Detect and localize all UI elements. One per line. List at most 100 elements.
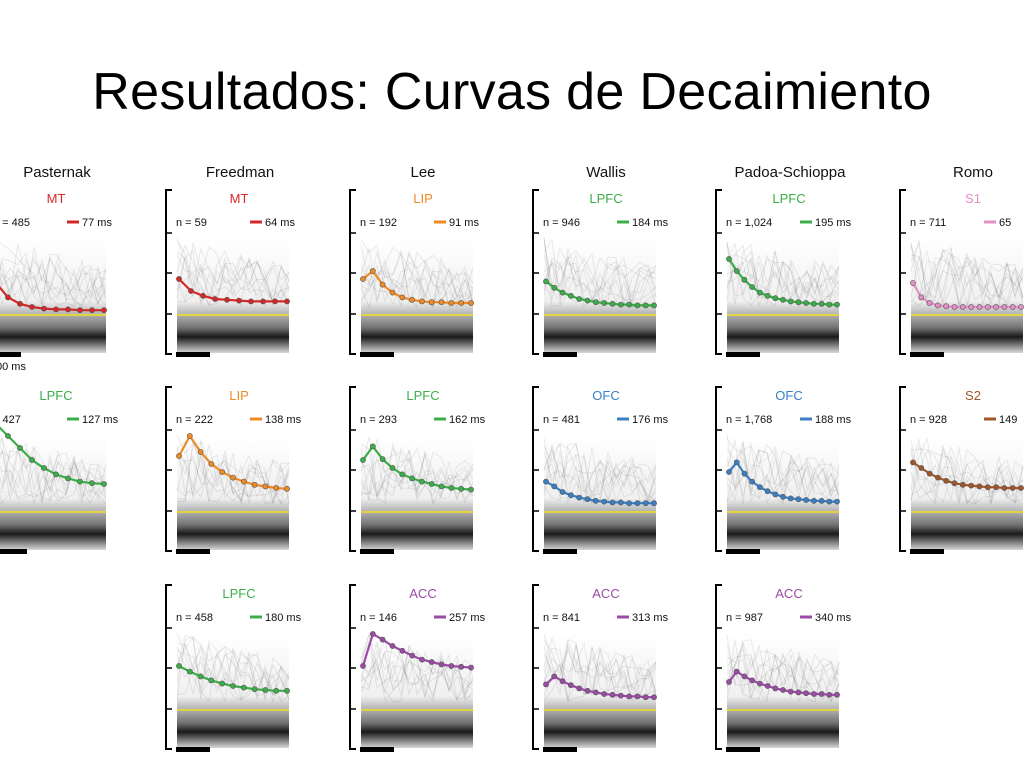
data-point bbox=[959, 481, 966, 488]
data-point bbox=[780, 687, 786, 693]
data-point bbox=[803, 300, 809, 306]
single-unit-trace bbox=[176, 240, 290, 303]
tau-label: 138 ms bbox=[265, 414, 302, 426]
n-label: n = 946 bbox=[543, 217, 580, 229]
data-point bbox=[834, 691, 840, 698]
data-point bbox=[926, 470, 933, 477]
data-point bbox=[959, 304, 966, 310]
single-unit-trace bbox=[726, 253, 840, 300]
single-unit-trace bbox=[726, 457, 840, 503]
single-unit-trace bbox=[176, 439, 290, 503]
trace-density bbox=[177, 238, 289, 353]
data-point bbox=[360, 276, 366, 282]
single-unit-trace bbox=[0, 449, 107, 505]
single-unit-trace bbox=[910, 448, 1024, 505]
data-point bbox=[251, 686, 258, 693]
data-point bbox=[609, 300, 616, 307]
author-label-padoa-schioppa: Padoa-Schioppa bbox=[734, 164, 846, 181]
panel-s2-11: S2 n = 928 149 bbox=[899, 386, 1024, 554]
data-point bbox=[251, 481, 258, 488]
data-point bbox=[369, 443, 376, 450]
single-unit-trace bbox=[0, 446, 107, 505]
n-label: n = 146 bbox=[360, 612, 397, 624]
single-unit-trace bbox=[726, 245, 840, 301]
data-point bbox=[576, 494, 583, 501]
single-unit-trace bbox=[0, 256, 107, 306]
area-label: S1 bbox=[965, 191, 981, 206]
single-unit-trace bbox=[360, 447, 474, 501]
single-unit-trace bbox=[360, 650, 474, 701]
data-point bbox=[5, 433, 11, 439]
data-point bbox=[726, 256, 732, 262]
data-point bbox=[468, 300, 474, 306]
single-unit-trace bbox=[910, 254, 1024, 308]
time-scale-bar bbox=[176, 352, 210, 357]
single-unit-trace bbox=[0, 255, 107, 307]
y-axis bbox=[349, 584, 356, 750]
data-point bbox=[1001, 485, 1008, 491]
single-unit-trace bbox=[910, 259, 1024, 308]
trace-density bbox=[0, 435, 106, 550]
data-point bbox=[651, 500, 657, 507]
data-point bbox=[834, 498, 840, 505]
single-unit-trace bbox=[726, 653, 840, 703]
data-point bbox=[41, 465, 47, 471]
time-scale-bar bbox=[543, 549, 577, 554]
y-axis bbox=[349, 189, 356, 355]
data-point bbox=[236, 297, 242, 304]
area-label: ACC bbox=[775, 586, 802, 601]
single-unit-trace bbox=[0, 247, 107, 307]
single-unit-trace bbox=[543, 450, 657, 502]
data-point bbox=[811, 300, 817, 307]
data-point bbox=[543, 681, 549, 688]
single-unit-trace bbox=[543, 638, 657, 700]
single-unit-trace bbox=[543, 254, 657, 309]
data-point bbox=[360, 457, 366, 463]
data-point bbox=[764, 488, 771, 495]
data-point bbox=[1009, 304, 1016, 310]
single-unit-trace bbox=[543, 643, 657, 701]
single-unit-trace bbox=[360, 641, 474, 699]
data-point bbox=[468, 664, 474, 671]
data-point bbox=[409, 296, 415, 303]
data-point bbox=[601, 300, 608, 306]
data-point bbox=[224, 296, 230, 303]
data-point bbox=[634, 693, 641, 700]
data-point bbox=[918, 465, 925, 471]
single-unit-trace bbox=[360, 259, 474, 309]
data-point bbox=[803, 497, 809, 503]
data-point bbox=[448, 300, 455, 306]
data-point bbox=[787, 495, 794, 502]
single-unit-trace bbox=[726, 640, 840, 701]
single-unit-trace bbox=[176, 250, 290, 303]
trace-density bbox=[177, 435, 289, 550]
single-unit-trace bbox=[726, 437, 840, 502]
single-unit-trace bbox=[176, 244, 290, 284]
data-point bbox=[757, 484, 763, 491]
single-unit-trace bbox=[360, 250, 474, 308]
data-point bbox=[409, 475, 415, 482]
single-unit-trace bbox=[726, 434, 840, 504]
data-point bbox=[601, 498, 608, 505]
data-point bbox=[617, 499, 624, 506]
n-label: n = 841 bbox=[543, 612, 580, 624]
single-unit-trace bbox=[543, 261, 657, 305]
single-unit-trace bbox=[910, 253, 1024, 308]
single-unit-trace bbox=[360, 457, 474, 498]
n-label: n = 59 bbox=[176, 217, 207, 229]
single-unit-trace bbox=[726, 647, 840, 699]
data-point bbox=[935, 302, 941, 309]
data-point bbox=[65, 306, 71, 313]
time-scale-bar bbox=[910, 352, 944, 357]
y-axis bbox=[165, 189, 172, 355]
single-unit-trace bbox=[543, 459, 657, 505]
single-unit-trace bbox=[726, 641, 840, 700]
single-unit-trace bbox=[543, 645, 657, 696]
data-point bbox=[910, 280, 916, 286]
single-unit-trace bbox=[360, 244, 474, 306]
data-point bbox=[1009, 485, 1016, 491]
data-point bbox=[741, 673, 748, 680]
y-axis bbox=[165, 386, 172, 552]
single-unit-trace bbox=[0, 251, 107, 307]
tau-label: 340 ms bbox=[815, 612, 852, 624]
